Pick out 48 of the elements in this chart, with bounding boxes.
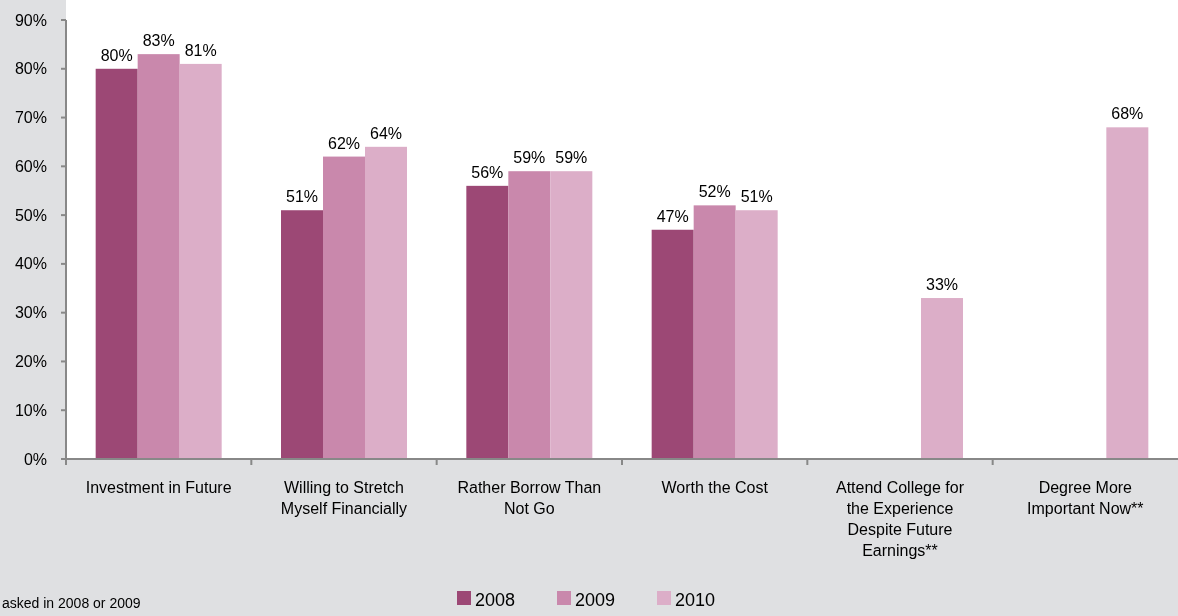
x-tick-label: Investment in Future <box>85 479 232 496</box>
legend-label: 2009 <box>575 590 616 610</box>
bar <box>95 68 138 459</box>
data-label: 51% <box>740 188 773 206</box>
y-tick-label: 0% <box>23 450 47 468</box>
x-tick-label: Degree More Important Now** <box>1027 479 1144 517</box>
data-label: 33% <box>925 276 959 294</box>
bar <box>550 171 593 459</box>
data-label: 56% <box>471 163 504 181</box>
data-label: 47% <box>656 207 689 225</box>
data-label: 51% <box>285 188 319 206</box>
x-tick-label: Rather Borrow Than Not Go <box>457 479 602 517</box>
bar <box>323 156 365 459</box>
y-tick-label: 80% <box>14 60 47 78</box>
bar <box>735 210 778 459</box>
bar <box>508 171 551 459</box>
bar <box>179 63 222 459</box>
y-tick-label: 50% <box>14 206 47 224</box>
x-tick-label: Worth the Cost <box>661 479 769 496</box>
data-label: 52% <box>698 183 731 201</box>
legend-label: 2008 <box>475 590 516 610</box>
y-tick-label: 10% <box>14 401 47 419</box>
data-label: 64% <box>369 124 403 142</box>
y-tick-label: 40% <box>14 255 47 273</box>
data-label: 68% <box>1111 105 1144 123</box>
y-tick-label: 20% <box>14 353 47 371</box>
bar <box>365 146 407 459</box>
data-label: 59% <box>555 149 588 167</box>
x-tick-label: Attend College for the Experience Despite Future Earnings** <box>835 479 965 559</box>
data-label: 81% <box>184 41 217 59</box>
y-tick-label: 70% <box>14 109 47 127</box>
bar <box>651 229 694 459</box>
y-tick-label: 90% <box>14 11 47 29</box>
bar <box>1106 127 1149 459</box>
data-label: 80% <box>100 46 133 64</box>
data-label: 59% <box>513 149 546 167</box>
y-tick-label: 30% <box>14 304 47 322</box>
bar <box>921 298 963 459</box>
bar <box>281 210 323 459</box>
data-label: 83% <box>142 32 175 50</box>
data-label: 62% <box>327 134 361 152</box>
legend-label: 2010 <box>675 590 716 610</box>
x-tick-label: Willing to Stretch Myself Financially <box>280 479 408 517</box>
bar <box>466 185 509 459</box>
bar <box>693 205 736 459</box>
bar <box>137 54 180 459</box>
text: asked in 2008 or 2009 <box>2 595 141 611</box>
y-tick-label: 60% <box>14 157 47 175</box>
